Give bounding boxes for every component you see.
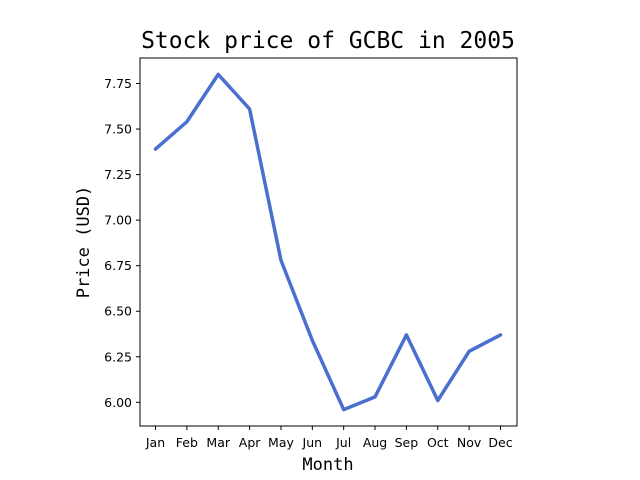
y-tick-label: 7.50 xyxy=(104,122,132,137)
x-axis: Jan Feb Mar Apr May Jun Jul Aug Sep Oct Nov Dec xyxy=(145,426,513,450)
y-tick-label: 6.50 xyxy=(104,304,132,319)
x-tick-label: Mar xyxy=(206,435,230,450)
x-tick-label: Nov xyxy=(457,435,482,450)
x-axis-label: Month xyxy=(302,455,353,475)
x-tick-label: Dec xyxy=(488,435,512,450)
x-tick-label: Apr xyxy=(239,435,261,450)
y-axis: 6.00 6.25 6.50 6.75 7.00 7.25 7.50 7.75 xyxy=(104,76,140,410)
y-tick-label: 6.25 xyxy=(104,349,132,364)
series-line xyxy=(153,72,503,412)
chart-title: Stock price of GCBC in 2005 xyxy=(141,28,515,54)
x-tick-label: Aug xyxy=(363,435,387,450)
x-tick-label: Sep xyxy=(395,435,419,450)
x-tick-label: Jul xyxy=(335,435,351,450)
plot-frame xyxy=(139,57,518,427)
x-tick-label: May xyxy=(268,435,294,450)
y-tick-label: 6.00 xyxy=(104,395,132,410)
y-tick-label: 7.25 xyxy=(104,167,132,182)
x-tick-label: Jun xyxy=(302,435,323,450)
x-tick-label: Jan xyxy=(145,435,165,450)
y-axis-label: Price (USD) xyxy=(74,186,94,299)
y-tick-label: 7.00 xyxy=(104,213,132,228)
x-tick-label: Feb xyxy=(176,435,198,450)
x-tick-label: Oct xyxy=(427,435,449,450)
y-tick-label: 6.75 xyxy=(104,258,132,273)
y-tick-label: 7.75 xyxy=(104,76,132,91)
